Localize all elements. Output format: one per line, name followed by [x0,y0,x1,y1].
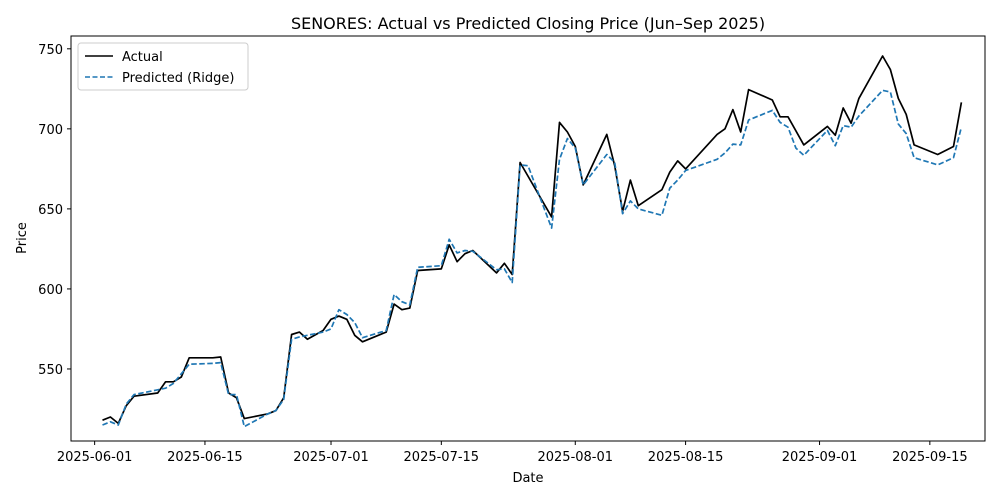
legend-label-predicted: Predicted (Ridge) [122,71,234,86]
x-tick-label: 2025-08-15 [648,450,724,465]
x-tick-label: 2025-06-01 [57,450,133,465]
y-tick-label: 700 [38,123,63,138]
x-tick-label: 2025-07-15 [404,450,480,465]
x-tick-label: 2025-08-01 [537,450,613,465]
series-line-predicted [102,89,963,428]
y-tick-label: 600 [38,283,63,298]
y-tick-label: 550 [38,363,63,378]
x-tick-label: 2025-09-15 [892,450,968,465]
legend: Actual Predicted (Ridge) [77,42,249,91]
y-tick-label: 650 [38,203,63,218]
x-tick-label: 2025-06-15 [167,450,243,465]
plot-frame [70,35,986,442]
legend-label-actual: Actual [122,50,163,65]
x-axis: 2025-06-01 2025-06-15 2025-07-01 2025-07-15… [57,441,968,465]
series-line-actual [102,55,963,425]
y-tick-label: 750 [38,43,63,58]
x-tick-label: 2025-07-01 [293,450,369,465]
y-axis: 550 600 650 700 750 [38,43,71,378]
legend-box [77,42,249,91]
chart-title: SENORES: Actual vs Predicted Closing Pri… [291,14,765,33]
x-tick-label: 2025-09-01 [782,450,858,465]
y-axis-label: Price [15,222,30,254]
x-axis-label: Date [512,471,543,486]
plot-area [102,55,963,428]
